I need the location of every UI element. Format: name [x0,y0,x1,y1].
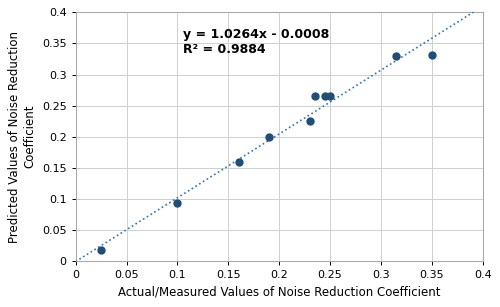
Point [326,94,334,99]
Point [321,94,329,99]
Point [428,52,436,57]
Point [234,159,242,164]
Point [306,119,314,124]
Text: y = 1.0264x - 0.0008
R² = 0.9884: y = 1.0264x - 0.0008 R² = 0.9884 [182,28,329,56]
Point [311,94,319,99]
Point [174,201,182,206]
Point [392,53,400,58]
Point [97,247,105,252]
Point [265,134,273,139]
X-axis label: Actual/Measured Values of Noise Reduction Coefficient: Actual/Measured Values of Noise Reductio… [118,286,440,299]
Y-axis label: Predicted Values of Noise Reduction
Coefficient: Predicted Values of Noise Reduction Coef… [8,31,36,243]
